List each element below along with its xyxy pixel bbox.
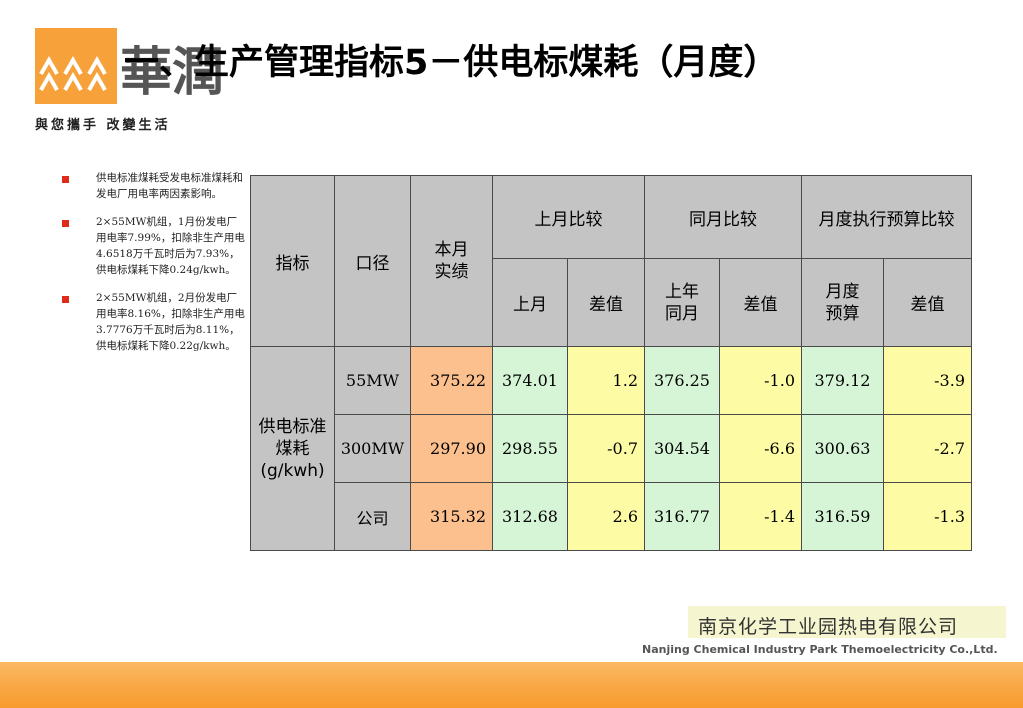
header-caliber: 口径 (334, 175, 411, 347)
last-year-cell: 316.77 (644, 482, 720, 551)
company-name-box (688, 606, 1006, 638)
header-last-year-label: 上年同月 (665, 281, 699, 324)
header-actual-label: 本月实绩 (434, 240, 469, 282)
diff-cell: -1.0 (719, 346, 802, 415)
header-group-last-month: 上月比较 (492, 175, 645, 259)
last-month-cell: 298.55 (492, 414, 568, 483)
table-row: 公司 315.32 312.68 2.6 316.77 -1.4 316.59 … (251, 482, 972, 551)
last-year-cell: 304.54 (644, 414, 720, 483)
caliber-cell: 55MW (334, 346, 411, 415)
header-group-same-month: 同月比较 (644, 175, 802, 259)
note-text: 2×55MW机组，1月份发电厂用电率7.99%，扣除非生产用电4.6518万千瓦… (96, 216, 245, 276)
diff-cell: -3.9 (883, 346, 972, 415)
header-group-budget: 月度执行预算比较 (801, 175, 972, 259)
caliber-cell: 公司 (334, 482, 411, 551)
note-item: 2×55MW机组，2月份发电厂用电率8.16%，扣除非生产用电3.7776万千瓦… (60, 290, 245, 354)
note-text: 供电标准煤耗受发电标准煤耗和发电厂用电率两因素影响。 (96, 172, 243, 200)
company-name-cn: 南京化学工业园热电有限公司 (698, 616, 959, 638)
bullet-square-icon (62, 220, 69, 227)
diff-cell: 1.2 (567, 346, 645, 415)
header-indicator: 指标 (250, 175, 335, 347)
last-month-cell: 312.68 (492, 482, 568, 551)
table-row: 供电标准煤耗(g/kwh) 55MW 375.22 374.01 1.2 376… (250, 346, 972, 551)
budget-cell: 300.63 (801, 414, 884, 483)
header-diff: 差值 (719, 258, 802, 347)
notes-list: 供电标准煤耗受发电标准煤耗和发电厂用电率两因素影响。 2×55MW机组，1月份发… (60, 170, 245, 366)
row-indicator-label: 供电标准煤耗(g/kwh) (250, 346, 335, 551)
brand-logo-text: 華潤 (118, 30, 228, 104)
brand-slogan: 與您攜手 改變生活 (35, 118, 171, 133)
svg-text:華潤: 華潤 (120, 42, 224, 103)
budget-cell: 379.12 (801, 346, 884, 415)
bullet-square-icon (62, 176, 69, 183)
company-name-en: Nanjing Chemical Industry Park Themoelec… (642, 643, 998, 656)
header-last-month: 上月 (492, 258, 568, 347)
diff-cell: -0.7 (567, 414, 645, 483)
header-diff: 差值 (883, 258, 972, 347)
diff-cell: -2.7 (883, 414, 972, 483)
diff-cell: -6.6 (719, 414, 802, 483)
diff-cell: 2.6 (567, 482, 645, 551)
last-year-cell: 376.25 (644, 346, 720, 415)
note-text: 2×55MW机组，2月份发电厂用电率8.16%，扣除非生产用电3.7776万千瓦… (96, 292, 245, 352)
footer-bar (0, 662, 1023, 708)
diff-cell: -1.3 (883, 482, 972, 551)
caliber-cell: 300MW (334, 414, 411, 483)
diff-cell: -1.4 (719, 482, 802, 551)
header-budget-label: 月度预算 (825, 281, 860, 324)
bullet-square-icon (62, 296, 69, 303)
table-row: 300MW 297.90 298.55 -0.7 304.54 -6.6 300… (251, 414, 972, 483)
logo-mark-icon (35, 28, 117, 104)
note-item: 供电标准煤耗受发电标准煤耗和发电厂用电率两因素影响。 (60, 170, 245, 202)
header-diff: 差值 (567, 258, 645, 347)
header-actual: 本月实绩 (410, 175, 493, 347)
budget-cell: 316.59 (801, 482, 884, 551)
page-title: 一、生产管理指标5－供电标煤耗（月度） (124, 43, 779, 83)
actual-cell: 375.22 (410, 346, 493, 415)
actual-cell: 315.32 (410, 482, 493, 551)
header-monthly-budget: 月度预算 (801, 258, 884, 347)
actual-cell: 297.90 (410, 414, 493, 483)
last-month-cell: 374.01 (492, 346, 568, 415)
note-item: 2×55MW机组，1月份发电厂用电率7.99%，扣除非生产用电4.6518万千瓦… (60, 214, 245, 278)
header-last-year-same-month: 上年同月 (644, 258, 720, 347)
indicator-label-text: 供电标准煤耗(g/kwh) (258, 416, 327, 481)
coal-consumption-table: 指标 口径 本月实绩 上月比较 同月比较 月度执行预算比较 上月 差值 上年同月… (250, 175, 972, 551)
